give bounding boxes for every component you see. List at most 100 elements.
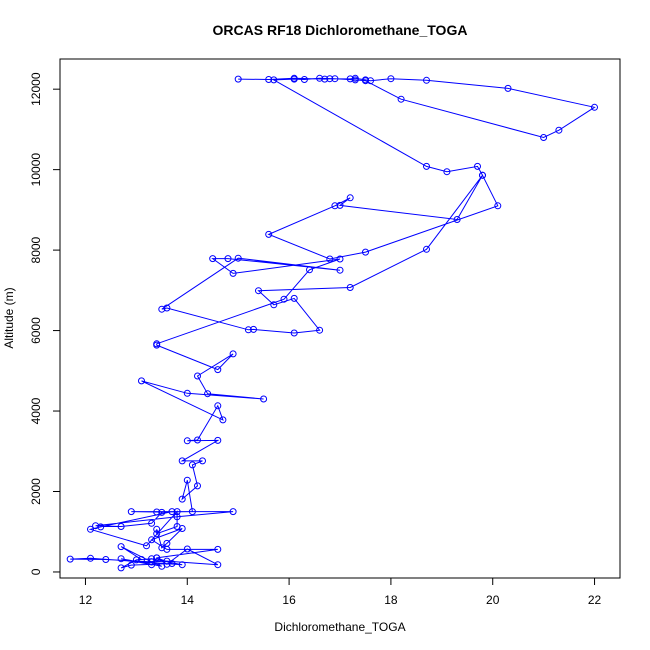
data-point bbox=[387, 75, 395, 83]
data-point bbox=[290, 75, 298, 83]
data-point bbox=[168, 508, 176, 516]
data-point bbox=[92, 522, 100, 530]
data-point bbox=[250, 325, 257, 333]
data-point bbox=[183, 437, 191, 445]
data-point bbox=[397, 95, 405, 103]
data-point bbox=[214, 545, 222, 553]
data-point bbox=[504, 84, 512, 92]
data-point bbox=[87, 525, 94, 533]
data-point bbox=[127, 561, 135, 569]
y-axis: 0 2000 4000 6000 8000 10000 12000 bbox=[29, 72, 61, 575]
y-tick-label: 4000 bbox=[29, 397, 43, 424]
data-point bbox=[178, 525, 186, 532]
data-point bbox=[540, 134, 548, 141]
x-axis: 12 14 16 18 20 22 bbox=[79, 577, 602, 607]
data-point bbox=[423, 76, 430, 84]
data-point bbox=[443, 168, 451, 176]
data-point bbox=[153, 530, 161, 538]
y-tick-label: 12000 bbox=[29, 72, 43, 106]
data-point bbox=[183, 476, 191, 484]
data-point bbox=[591, 103, 598, 111]
data-point bbox=[423, 162, 430, 170]
data-point bbox=[362, 77, 369, 85]
y-axis-label: Altitude (m) bbox=[2, 287, 16, 348]
data-point bbox=[214, 402, 222, 410]
data-point bbox=[423, 245, 430, 253]
data-point bbox=[255, 287, 262, 295]
data-point bbox=[183, 545, 191, 553]
data-point bbox=[163, 560, 171, 568]
data-point bbox=[316, 74, 324, 82]
data-point bbox=[178, 457, 186, 465]
data-point bbox=[209, 255, 217, 263]
data-point bbox=[163, 304, 171, 312]
data-point bbox=[219, 416, 227, 424]
data-point bbox=[143, 542, 150, 550]
data-point bbox=[102, 556, 110, 563]
data-point bbox=[117, 523, 125, 530]
data-point bbox=[229, 508, 237, 516]
data-point bbox=[117, 564, 125, 572]
data-point bbox=[321, 75, 329, 83]
data-point bbox=[204, 390, 212, 398]
data-point bbox=[188, 461, 196, 469]
data-point bbox=[194, 372, 201, 380]
data-point bbox=[148, 561, 156, 569]
data-point bbox=[326, 75, 334, 83]
x-tick-label: 16 bbox=[282, 593, 296, 607]
data-point bbox=[494, 202, 502, 210]
data-point bbox=[132, 556, 140, 564]
data-point bbox=[87, 554, 94, 562]
data-point bbox=[178, 495, 186, 503]
data-point bbox=[199, 457, 206, 465]
data-point bbox=[153, 508, 161, 516]
data-point bbox=[153, 554, 161, 562]
data-point bbox=[479, 171, 486, 179]
plot-area bbox=[66, 74, 598, 572]
series-line bbox=[70, 77, 596, 569]
data-point bbox=[97, 523, 105, 531]
data-point bbox=[229, 269, 237, 277]
y-tick-label: 2000 bbox=[29, 478, 43, 505]
data-point bbox=[244, 326, 252, 334]
data-point bbox=[346, 284, 354, 291]
y-tick-label: 8000 bbox=[29, 236, 43, 263]
data-point bbox=[178, 561, 186, 569]
data-point bbox=[234, 254, 242, 262]
y-tick-label: 0 bbox=[29, 568, 43, 575]
data-point bbox=[362, 248, 369, 256]
data-point bbox=[270, 301, 278, 309]
x-tick-label: 14 bbox=[181, 593, 195, 607]
data-point bbox=[290, 294, 298, 302]
data-point bbox=[66, 555, 74, 563]
data-point bbox=[188, 508, 196, 516]
data-point bbox=[153, 341, 161, 349]
data-point bbox=[117, 543, 125, 551]
data-point bbox=[367, 77, 374, 85]
data-point bbox=[346, 194, 354, 202]
data-point bbox=[148, 536, 156, 544]
data-point bbox=[183, 389, 191, 397]
data-point bbox=[148, 519, 156, 527]
y-tick-label: 6000 bbox=[29, 317, 43, 344]
data-point bbox=[346, 75, 354, 83]
x-axis-label: Dichloromethane_TOGA bbox=[274, 620, 405, 634]
data-point bbox=[127, 508, 135, 516]
data-point bbox=[336, 266, 344, 274]
data-point bbox=[214, 561, 222, 569]
data-point bbox=[474, 162, 481, 170]
data-point bbox=[453, 216, 461, 223]
data-point bbox=[260, 395, 268, 403]
data-point bbox=[316, 326, 324, 334]
x-tick-label: 18 bbox=[384, 593, 398, 607]
y-tick-label: 10000 bbox=[29, 153, 43, 187]
data-point bbox=[173, 513, 181, 521]
data-point bbox=[148, 558, 156, 566]
data-point bbox=[224, 255, 232, 263]
data-point bbox=[336, 201, 344, 209]
data-point bbox=[265, 230, 273, 238]
data-point bbox=[229, 350, 237, 358]
data-point bbox=[234, 75, 242, 83]
plot-frame bbox=[59, 58, 621, 579]
